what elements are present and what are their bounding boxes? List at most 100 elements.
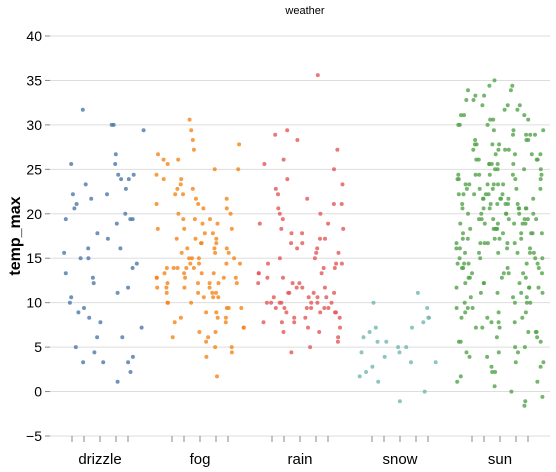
data-point xyxy=(202,231,207,236)
data-point xyxy=(470,271,474,276)
data-point xyxy=(221,275,226,280)
data-point xyxy=(109,122,114,127)
data-point xyxy=(207,281,212,286)
data-point xyxy=(126,360,131,365)
data-point xyxy=(185,246,190,251)
data-point xyxy=(315,295,320,300)
data-point xyxy=(295,246,300,251)
data-point xyxy=(460,266,464,270)
data-point xyxy=(182,271,187,276)
data-point xyxy=(534,330,539,334)
data-point xyxy=(206,335,211,340)
data-point xyxy=(502,107,507,112)
data-point xyxy=(154,275,159,280)
data-point xyxy=(476,157,481,162)
data-point xyxy=(314,250,319,255)
data-point xyxy=(490,186,495,191)
data-point xyxy=(216,281,221,286)
data-point xyxy=(500,192,505,197)
data-point xyxy=(462,113,466,118)
data-point xyxy=(191,266,196,270)
data-point xyxy=(287,290,292,295)
data-point xyxy=(164,266,169,270)
chart-title: weather xyxy=(284,5,324,17)
data-point xyxy=(332,266,337,270)
data-point xyxy=(164,285,169,290)
data-point xyxy=(204,310,209,315)
data-point xyxy=(539,231,544,236)
data-point xyxy=(306,325,310,330)
data-point xyxy=(257,221,262,226)
data-point xyxy=(265,275,270,280)
data-point xyxy=(269,300,274,305)
data-point xyxy=(531,250,536,255)
data-point xyxy=(396,345,401,350)
data-point xyxy=(232,256,237,261)
data-point xyxy=(523,221,528,226)
data-point xyxy=(183,275,188,280)
data-point xyxy=(234,281,239,286)
data-point xyxy=(130,354,135,359)
data-point xyxy=(319,271,324,276)
y-axis-ticks: −5 0 5 10 15 20 25 30 35 40 xyxy=(26,28,50,444)
data-point xyxy=(364,370,369,374)
data-point xyxy=(415,290,420,295)
data-point xyxy=(462,261,467,266)
data-point xyxy=(463,250,467,255)
data-point xyxy=(273,306,278,310)
data-point xyxy=(516,350,520,355)
data-point xyxy=(526,138,531,142)
data-point xyxy=(83,182,88,187)
data-point xyxy=(540,271,544,276)
data-point xyxy=(505,246,510,251)
data-point xyxy=(479,217,484,222)
data-point xyxy=(357,374,362,379)
data-point xyxy=(467,354,472,359)
data-point xyxy=(466,261,471,266)
data-point xyxy=(182,285,187,290)
data-point xyxy=(528,246,532,251)
data-point xyxy=(480,325,485,330)
data-point xyxy=(535,379,540,384)
data-point xyxy=(155,285,160,290)
data-point xyxy=(215,221,220,226)
data-point xyxy=(297,281,302,286)
data-point xyxy=(119,177,124,182)
data-point xyxy=(208,217,212,222)
data-point xyxy=(512,221,517,226)
data-point xyxy=(485,182,490,187)
data-point xyxy=(229,350,234,355)
data-point xyxy=(455,379,460,384)
data-point xyxy=(463,182,468,187)
data-point xyxy=(256,271,261,276)
data-point xyxy=(305,196,310,201)
data-point xyxy=(473,93,478,98)
data-point xyxy=(519,236,524,241)
data-point xyxy=(367,330,372,334)
data-point xyxy=(181,192,185,197)
data-point xyxy=(91,281,96,286)
data-point xyxy=(482,221,487,226)
data-point xyxy=(488,117,493,122)
data-point xyxy=(373,325,378,330)
data-point xyxy=(237,142,242,147)
data-point xyxy=(467,182,472,187)
data-point xyxy=(521,271,526,276)
data-point xyxy=(337,315,342,320)
data-point xyxy=(165,281,170,286)
data-point xyxy=(511,132,515,137)
data-point xyxy=(485,354,490,359)
data-point xyxy=(336,335,341,340)
data-point xyxy=(323,236,327,241)
data-point xyxy=(214,290,218,295)
data-point xyxy=(359,350,364,355)
data-point xyxy=(471,147,476,152)
y-tick-label: 15 xyxy=(26,250,42,266)
data-point xyxy=(541,360,546,365)
data-point xyxy=(460,206,465,211)
y-gridlines xyxy=(50,35,550,437)
data-point xyxy=(409,360,413,365)
data-point xyxy=(488,202,493,206)
data-point xyxy=(114,221,119,226)
data-point xyxy=(513,345,518,350)
